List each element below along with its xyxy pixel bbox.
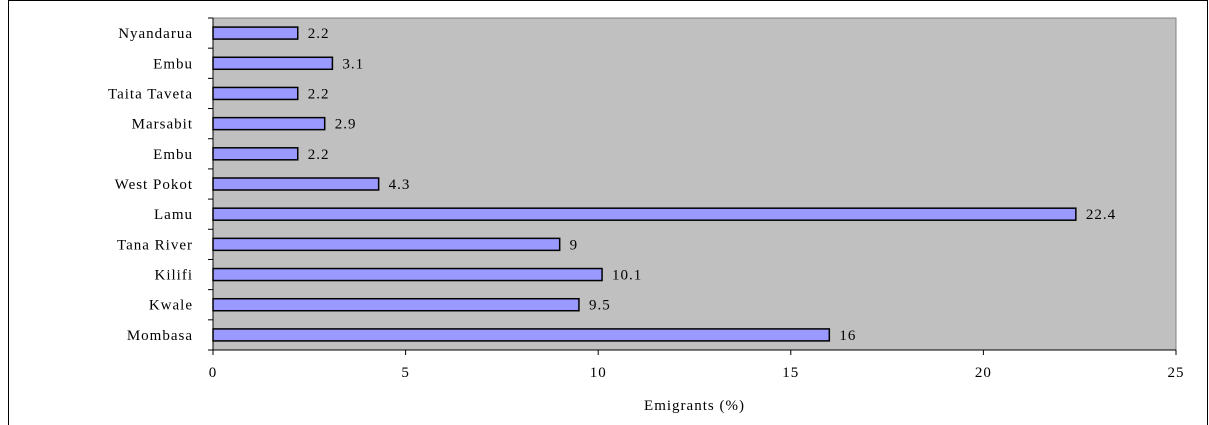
bar-embu xyxy=(212,56,334,71)
bar-nyandarua xyxy=(212,26,299,40)
x-tick-label: 10 xyxy=(590,365,607,381)
bar-west-pokot xyxy=(212,177,380,191)
category-label: Kilifi xyxy=(155,268,194,284)
bar-marsabit xyxy=(212,116,326,131)
data-label: 2.2 xyxy=(308,147,330,163)
bar-taita-taveta xyxy=(212,86,299,101)
category-label: Nyandarua xyxy=(118,26,193,42)
category-label: Embu xyxy=(153,147,193,163)
category-label: Tana River xyxy=(117,237,193,253)
x-tick-label: 20 xyxy=(975,365,992,381)
data-label: 9.5 xyxy=(589,298,611,314)
bar-kwale xyxy=(212,297,580,312)
x-tick-label: 5 xyxy=(401,365,410,381)
bar-kilifi xyxy=(212,267,603,282)
x-tick-label: 0 xyxy=(209,365,218,381)
data-label: 2.2 xyxy=(308,86,330,102)
data-label: 2.9 xyxy=(335,117,357,133)
chart-frame xyxy=(8,0,1208,425)
category-label: Embu xyxy=(153,56,193,72)
category-label: West Pokot xyxy=(115,177,193,193)
data-label: 16 xyxy=(839,328,856,344)
data-label: 4.3 xyxy=(389,177,411,193)
category-label: Lamu xyxy=(154,207,193,223)
bar-mombasa xyxy=(212,328,831,342)
data-label: 10.1 xyxy=(612,268,642,284)
data-label: 3.1 xyxy=(342,56,364,72)
bar-lamu xyxy=(212,207,1077,221)
category-label: Taita Taveta xyxy=(108,86,193,102)
x-tick-label: 25 xyxy=(1168,365,1185,381)
category-label: Kwale xyxy=(149,298,193,314)
category-label: Mombasa xyxy=(127,328,193,344)
category-label: Marsabit xyxy=(132,117,193,133)
bar-tana-river xyxy=(212,237,561,252)
x-tick-label: 15 xyxy=(782,365,799,381)
data-label: 9 xyxy=(570,237,579,253)
data-label: 2.2 xyxy=(308,26,330,42)
data-label: 22.4 xyxy=(1086,207,1116,223)
bar-embu xyxy=(212,147,299,161)
x-axis-title: Emigrants (%) xyxy=(644,398,745,414)
